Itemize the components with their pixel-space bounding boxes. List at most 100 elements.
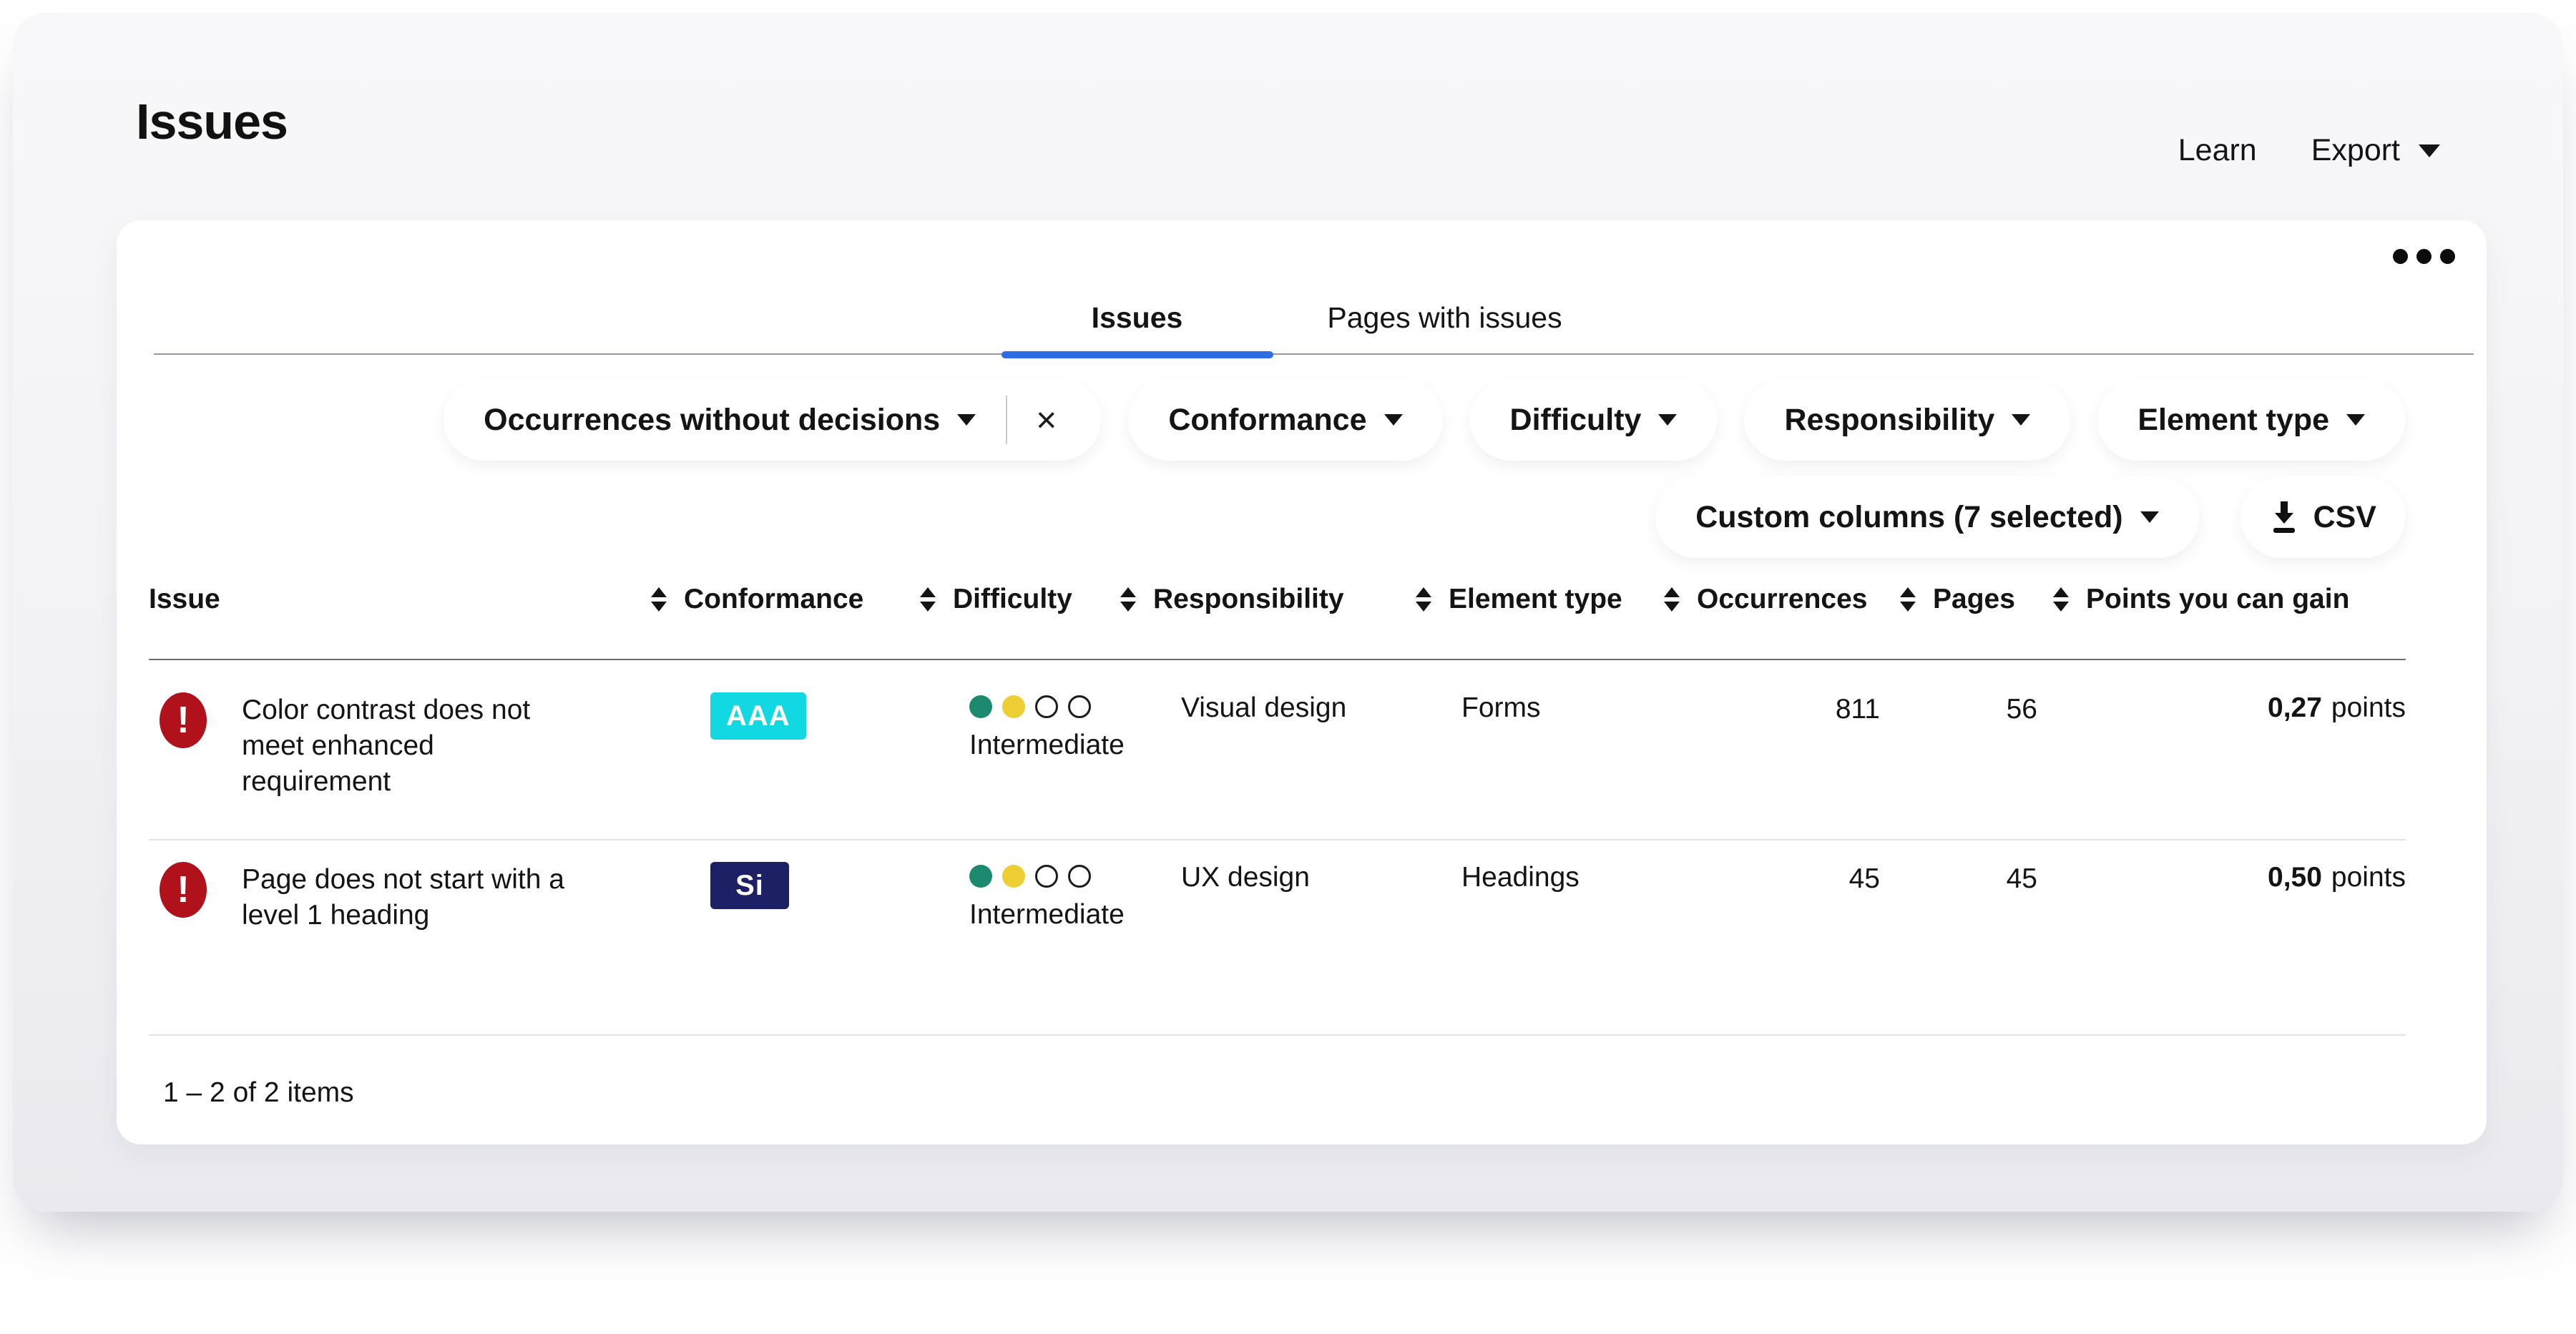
tab-issues[interactable]: Issues — [1001, 301, 1273, 358]
column-label: Pages — [1933, 584, 2015, 614]
learn-link[interactable]: Learn — [2178, 133, 2257, 167]
sort-icon — [651, 587, 667, 612]
sort-icon — [920, 587, 936, 612]
sort-icon — [1900, 587, 1916, 612]
conformance-cell: Si — [642, 840, 913, 1034]
pages-cell: 45 — [2006, 863, 2037, 894]
column-header-difficulty[interactable]: Difficulty — [913, 584, 1115, 615]
chevron-down-icon — [1658, 414, 1678, 426]
chevron-down-icon — [957, 414, 976, 426]
table-bottom-line — [149, 1034, 2406, 1036]
error-icon: ! — [160, 692, 207, 748]
tab-divider-line — [154, 353, 2474, 355]
sort-icon — [1664, 587, 1680, 612]
difficulty-cell: Intermediate — [913, 840, 1125, 1034]
column-header-issue: Issue — [149, 584, 642, 615]
responsibility-cell: Visual design — [1181, 692, 1347, 723]
ellipsis-dot — [2393, 249, 2408, 264]
remove-filter-button[interactable]: × — [1036, 400, 1057, 440]
more-menu-button[interactable] — [2393, 249, 2455, 264]
table-row: ! Page does not start with a level 1 hea… — [149, 840, 2406, 1034]
error-icon: ! — [160, 862, 207, 918]
chevron-down-icon — [2346, 414, 2365, 426]
points-cell: 0,27 points — [2037, 671, 2406, 839]
column-label: Conformance — [684, 584, 864, 614]
pill-divider — [1006, 396, 1008, 444]
responsibility-filter-dropdown[interactable]: Responsibility — [1744, 379, 2071, 461]
tab-issues-label: Issues — [1091, 301, 1183, 334]
element-type-filter-label: Element type — [2137, 402, 2329, 437]
points-unit: points — [2331, 862, 2406, 893]
column-header-element-type[interactable]: Element type — [1408, 584, 1655, 615]
responsibility-filter-label: Responsibility — [1784, 402, 1995, 437]
active-filter-label: Occurrences without decisions — [484, 402, 941, 437]
element-type-cell: Headings — [1461, 862, 1580, 893]
column-label: Responsibility — [1153, 584, 1344, 614]
chevron-down-icon — [2012, 414, 2031, 426]
tab-pages-with-issues[interactable]: Pages with issues — [1288, 301, 1602, 355]
points-cell: 0,50 points — [2037, 840, 2406, 1034]
responsibility-cell: UX design — [1181, 862, 1310, 893]
issue-link[interactable]: Page does not start with a level 1 headi… — [242, 864, 564, 931]
column-label: Difficulty — [953, 584, 1072, 614]
column-label: Element type — [1449, 584, 1622, 614]
ellipsis-dot — [2416, 249, 2431, 264]
sort-icon — [1416, 587, 1431, 612]
table-row: ! Color contrast does not meet enhanced … — [149, 671, 2406, 839]
column-header-responsibility[interactable]: Responsibility — [1115, 584, 1408, 615]
conformance-filter-label: Conformance — [1168, 402, 1367, 437]
difficulty-filter-dropdown[interactable]: Difficulty — [1469, 379, 1718, 461]
row-separator — [149, 839, 2406, 840]
columns-and-export-row: Custom columns (7 selected) CSV — [1655, 476, 2405, 558]
column-label: Occurrences — [1697, 584, 1868, 614]
column-header-points[interactable]: Points you can gain — [2037, 584, 2406, 615]
column-header-occurrences[interactable]: Occurrences — [1655, 584, 1880, 615]
conformance-filter-dropdown[interactable]: Conformance — [1128, 379, 1443, 461]
ellipsis-dot — [2440, 249, 2455, 264]
csv-download-button[interactable]: CSV — [2240, 476, 2405, 558]
points-value: 0,27 — [2268, 692, 2322, 723]
chevron-down-icon — [1384, 414, 1403, 426]
conformance-badge: Si — [710, 862, 789, 909]
occurrences-cell: 45 — [1848, 863, 1880, 894]
points-value: 0,50 — [2268, 862, 2322, 893]
tab-bar: Issues Pages with issues — [117, 292, 2487, 358]
csv-label: CSV — [2313, 499, 2376, 534]
issue-link[interactable]: Color contrast does not meet enhanced re… — [242, 695, 531, 797]
difficulty-filter-label: Difficulty — [1509, 402, 1642, 437]
column-label: Issue — [149, 584, 220, 614]
sort-icon — [2053, 587, 2069, 612]
download-icon — [2273, 501, 2295, 533]
chevron-down-icon — [2419, 144, 2440, 157]
export-button[interactable]: Export — [2311, 133, 2440, 168]
issues-panel: Issues Learn Export Issues Pages with is… — [13, 13, 2563, 1212]
active-filter-pill[interactable]: Occurrences without decisions × — [444, 379, 1102, 461]
difficulty-label: Intermediate — [969, 730, 1125, 760]
difficulty-label: Intermediate — [969, 899, 1125, 930]
column-label: Points you can gain — [2086, 584, 2350, 614]
tab-pages-with-issues-label: Pages with issues — [1327, 301, 1562, 334]
element-type-filter-dropdown[interactable]: Element type — [2097, 379, 2405, 461]
sort-icon — [1120, 587, 1136, 612]
conformance-badge: AAA — [710, 692, 806, 740]
custom-columns-dropdown[interactable]: Custom columns (7 selected) — [1655, 476, 2199, 558]
column-header-pages[interactable]: Pages — [1880, 584, 2037, 615]
table-header-row: Issue Conformance Difficulty Responsibil… — [149, 578, 2406, 621]
export-label: Export — [2311, 133, 2400, 167]
table-header-underline — [149, 659, 2406, 660]
issue-cell: ! Color contrast does not meet enhanced … — [149, 671, 642, 839]
top-actions: Learn Export — [2178, 133, 2440, 168]
difficulty-dots — [969, 865, 1115, 888]
column-header-conformance[interactable]: Conformance — [642, 584, 913, 615]
points-unit: points — [2331, 692, 2406, 723]
issues-card: Issues Pages with issues Occurrences wit… — [117, 220, 2487, 1144]
difficulty-dots — [969, 695, 1115, 718]
occurrences-cell: 811 — [1835, 694, 1880, 725]
pagination-summary: 1 – 2 of 2 items — [163, 1077, 354, 1108]
page-title: Issues — [136, 94, 288, 149]
filters-row: Occurrences without decisions × Conforma… — [444, 379, 2405, 461]
conformance-cell: AAA — [642, 671, 913, 839]
element-type-cell: Forms — [1461, 692, 1541, 723]
pages-cell: 56 — [2006, 694, 2037, 725]
